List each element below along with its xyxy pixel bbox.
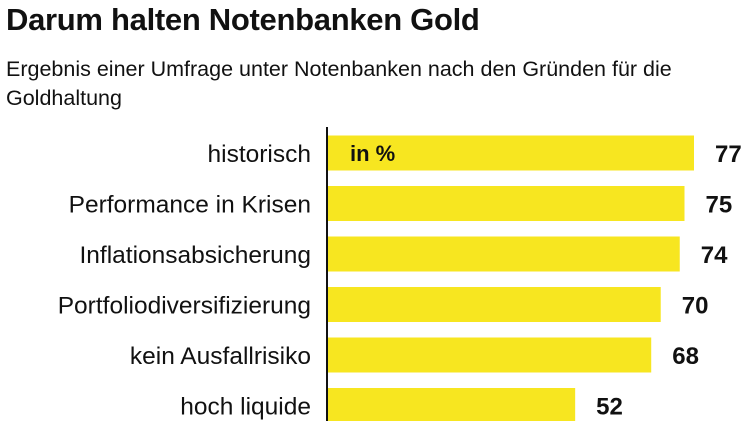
value-label-5: 52 <box>596 394 623 421</box>
category-label-1: Performance in Krisen <box>69 192 311 219</box>
bar-3 <box>328 287 661 322</box>
category-label-0: historisch <box>208 141 311 168</box>
category-label-4: kein Ausfallrisiko <box>130 343 311 370</box>
value-label-4: 68 <box>672 343 699 370</box>
bar-5 <box>328 388 576 421</box>
bar-4 <box>328 337 652 373</box>
bar-1 <box>328 186 685 221</box>
value-label-1: 75 <box>705 192 732 219</box>
category-label-2: Inflationsabsicherung <box>79 242 311 269</box>
category-label-5: hoch liquide <box>180 394 311 421</box>
value-label-3: 70 <box>682 293 709 320</box>
chart-subtitle: Ergebnis einer Umfrage unter Notenbanken… <box>6 57 672 110</box>
chart-title: Darum halten Notenbanken Gold <box>6 2 480 37</box>
category-label-3: Portfoliodiversifizierung <box>58 293 311 320</box>
unit-label: in % <box>350 141 395 166</box>
value-label-0: 77 <box>715 141 742 168</box>
value-label-2: 74 <box>701 242 728 269</box>
bar-2 <box>328 236 680 272</box>
bar-0 <box>328 135 694 171</box>
